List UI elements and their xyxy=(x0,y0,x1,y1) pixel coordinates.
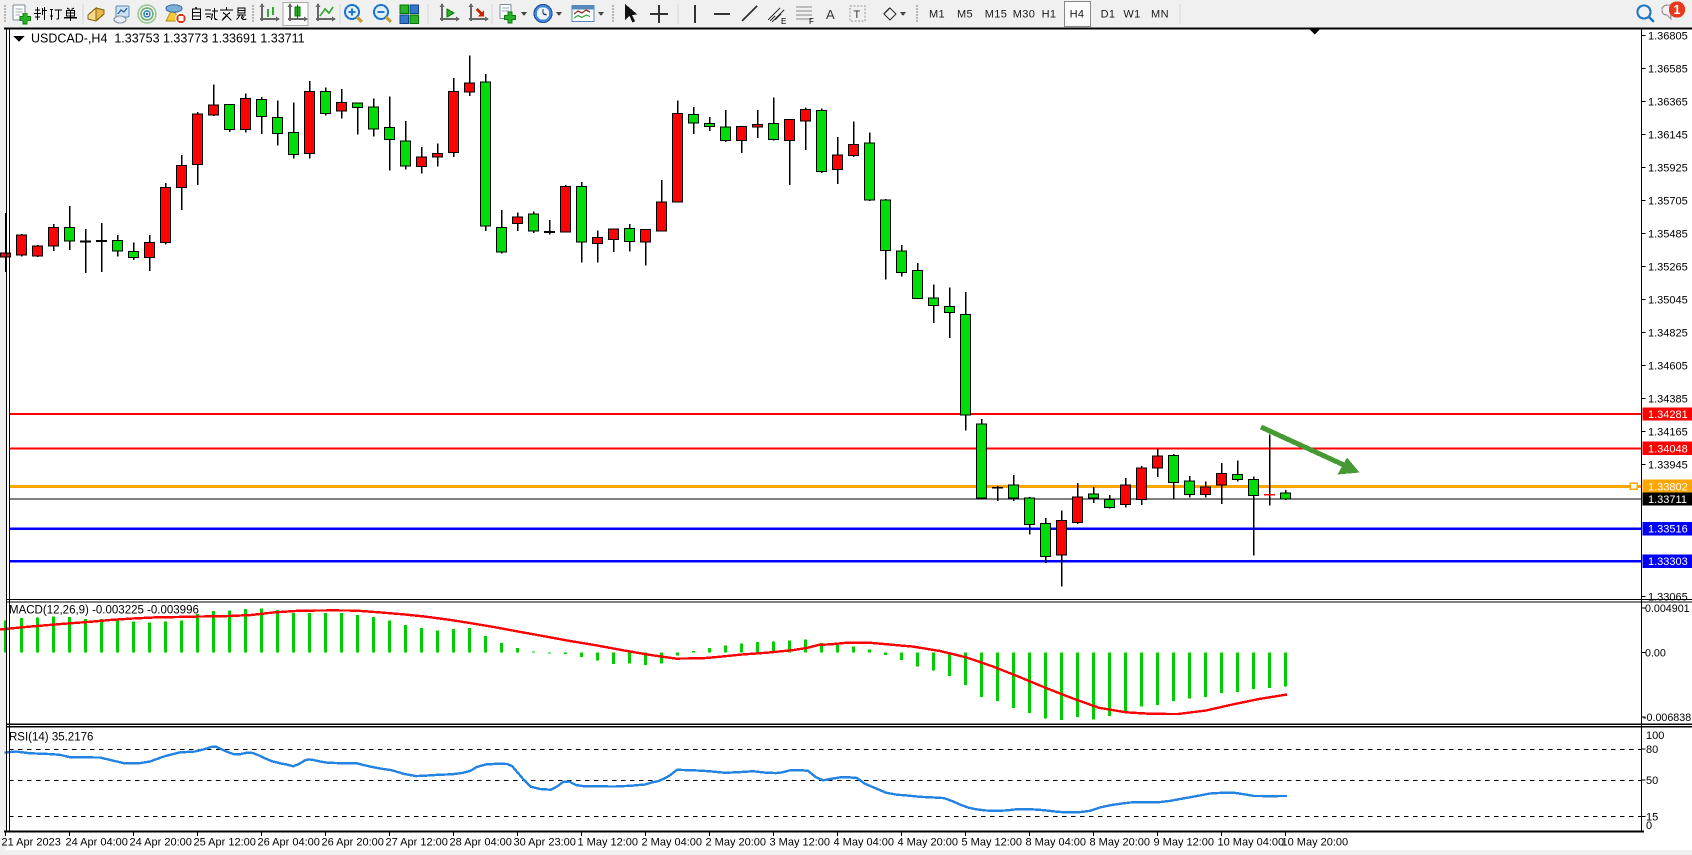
svg-text:1.35265: 1.35265 xyxy=(1648,261,1688,273)
svg-text:1.35485: 1.35485 xyxy=(1648,228,1688,240)
svg-text:E: E xyxy=(781,17,786,26)
svg-text:25 Apr 12:00: 25 Apr 12:00 xyxy=(194,837,256,849)
svg-text:1.33065: 1.33065 xyxy=(1648,591,1688,603)
svg-text:1.34825: 1.34825 xyxy=(1648,327,1688,339)
svg-text:MN: MN xyxy=(1151,9,1169,21)
svg-text:A: A xyxy=(826,7,835,22)
svg-text:15: 15 xyxy=(1646,812,1658,824)
svg-text:10 May 04:00: 10 May 04:00 xyxy=(1218,837,1285,849)
svg-text:1.33516: 1.33516 xyxy=(1648,524,1688,536)
svg-text:1.36805: 1.36805 xyxy=(1648,30,1688,42)
svg-text:8 May 20:00: 8 May 20:00 xyxy=(1090,837,1151,849)
svg-text:26 Apr 20:00: 26 Apr 20:00 xyxy=(322,837,384,849)
svg-text:MACD(12,26,9) -0.003225 -0.003: MACD(12,26,9) -0.003225 -0.003996 xyxy=(9,605,199,617)
svg-text:H4: H4 xyxy=(1070,9,1085,21)
svg-text:1 May 12:00: 1 May 12:00 xyxy=(578,837,639,849)
svg-text:1.36585: 1.36585 xyxy=(1648,63,1688,75)
svg-text:1.33945: 1.33945 xyxy=(1648,459,1688,471)
svg-text:27 Apr 12:00: 27 Apr 12:00 xyxy=(386,837,448,849)
svg-text:4 May 20:00: 4 May 20:00 xyxy=(898,837,959,849)
svg-text:3 May 12:00: 3 May 12:00 xyxy=(770,837,831,849)
svg-text:M15: M15 xyxy=(985,9,1008,21)
svg-text:28 Apr 04:00: 28 Apr 04:00 xyxy=(450,837,512,849)
svg-text:-0.006838: -0.006838 xyxy=(1643,712,1691,724)
svg-text:1.34165: 1.34165 xyxy=(1648,426,1688,438)
svg-text:M5: M5 xyxy=(957,9,973,21)
svg-text:1.34605: 1.34605 xyxy=(1648,360,1688,372)
svg-text:0: 0 xyxy=(1646,820,1652,832)
svg-text:T: T xyxy=(854,9,861,21)
svg-text:2 May 20:00: 2 May 20:00 xyxy=(706,837,767,849)
svg-text:M30: M30 xyxy=(1013,9,1036,21)
svg-text:80: 80 xyxy=(1646,744,1658,756)
svg-text:1.35925: 1.35925 xyxy=(1648,162,1688,174)
svg-text:50: 50 xyxy=(1646,775,1658,787)
svg-text:0.00: 0.00 xyxy=(1645,648,1666,660)
svg-text:1.35705: 1.35705 xyxy=(1648,195,1688,207)
svg-text:9 May 12:00: 9 May 12:00 xyxy=(1154,837,1215,849)
svg-text:26 Apr 04:00: 26 Apr 04:00 xyxy=(258,837,320,849)
svg-text:24 Apr 04:00: 24 Apr 04:00 xyxy=(66,837,128,849)
svg-text:24 Apr 20:00: 24 Apr 20:00 xyxy=(130,837,192,849)
svg-text:1.33711: 1.33711 xyxy=(1648,494,1687,506)
svg-text:8 May 04:00: 8 May 04:00 xyxy=(1026,837,1087,849)
svg-text:0.004901: 0.004901 xyxy=(1645,603,1690,615)
svg-text:1.33802: 1.33802 xyxy=(1648,481,1688,493)
svg-text:21 Apr 2023: 21 Apr 2023 xyxy=(2,837,61,849)
svg-text:1.34385: 1.34385 xyxy=(1648,393,1688,405)
svg-text:H1: H1 xyxy=(1042,9,1057,21)
svg-text:100: 100 xyxy=(1646,730,1664,742)
svg-text:30 Apr 23:00: 30 Apr 23:00 xyxy=(514,837,576,849)
svg-text:D1: D1 xyxy=(1101,9,1116,21)
svg-text:M1: M1 xyxy=(929,9,945,21)
svg-text:F: F xyxy=(809,17,814,26)
svg-text:1.36145: 1.36145 xyxy=(1648,129,1688,141)
svg-text:4 May 04:00: 4 May 04:00 xyxy=(834,837,895,849)
svg-text:2 May 04:00: 2 May 04:00 xyxy=(642,837,703,849)
svg-text:5 May 12:00: 5 May 12:00 xyxy=(962,837,1023,849)
svg-text:RSI(14) 35.2176: RSI(14) 35.2176 xyxy=(9,732,93,744)
svg-text:1.33303: 1.33303 xyxy=(1648,556,1688,568)
svg-text:1: 1 xyxy=(1674,3,1681,17)
svg-text:USDCAD-,H4 1.33753 1.33773 1.: USDCAD-,H4 1.33753 1.33773 1.33691 1.337… xyxy=(31,32,305,46)
svg-text:10 May 20:00: 10 May 20:00 xyxy=(1282,837,1349,849)
svg-text:1.34281: 1.34281 xyxy=(1648,409,1688,421)
svg-text:W1: W1 xyxy=(1123,9,1140,21)
svg-text:1.35045: 1.35045 xyxy=(1648,294,1688,306)
svg-text:1.34048: 1.34048 xyxy=(1648,443,1688,455)
svg-text:1.36365: 1.36365 xyxy=(1648,96,1688,108)
